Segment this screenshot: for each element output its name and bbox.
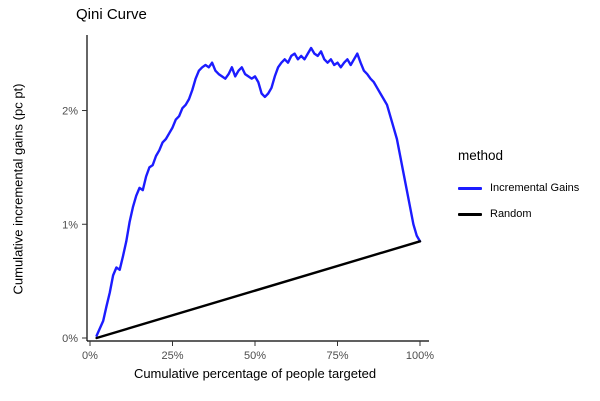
legend-title: method <box>458 148 504 163</box>
series-line-incremental-gains <box>95 46 422 337</box>
x-tick-label: 0% <box>82 350 98 362</box>
y-tick-label: 2% <box>62 106 78 118</box>
random-line-swatch <box>458 212 482 216</box>
x-tick-label: 50% <box>244 350 266 362</box>
x-tick-label: 100% <box>406 350 434 362</box>
incremental-gains-line-swatch <box>458 186 482 190</box>
x-tick-label: 75% <box>326 350 348 362</box>
legend: method Incremental Gains Random <box>458 148 579 227</box>
x-tick-label: 25% <box>161 350 183 362</box>
chart-title: Qini Curve <box>76 6 147 23</box>
y-tick-label: 0% <box>62 333 78 345</box>
legend-label-random: Random <box>490 208 532 220</box>
legend-entry-random: Random <box>458 201 579 227</box>
legend-entry-incremental-gains: Incremental Gains <box>458 175 579 201</box>
x-axis-label: Cumulative percentage of people targeted <box>133 366 377 381</box>
series-line-random <box>95 240 422 340</box>
legend-label-incremental-gains: Incremental Gains <box>490 182 580 194</box>
y-tick-label: 1% <box>62 219 78 231</box>
